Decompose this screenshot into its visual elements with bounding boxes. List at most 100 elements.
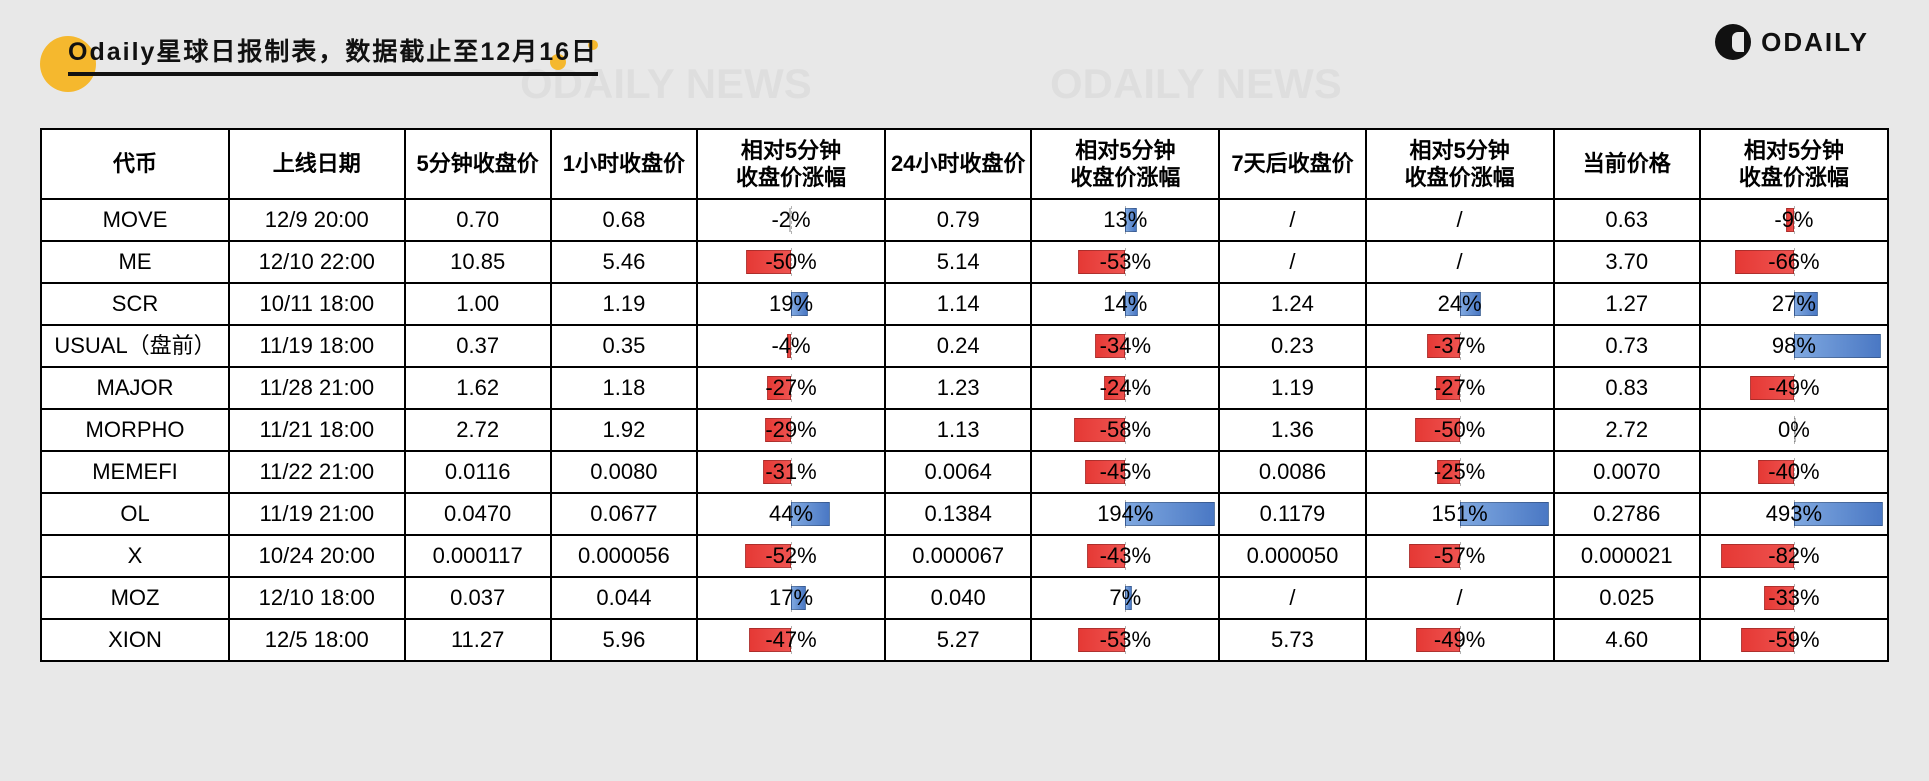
table-row: XION12/5 18:0011.275.96-47%5.27-53%5.73-… [41, 619, 1888, 661]
text-cell: 12/9 20:00 [229, 199, 405, 241]
num-cell: 1.62 [405, 367, 551, 409]
pct-cell: -27% [1366, 367, 1554, 409]
num-cell: 1.19 [551, 283, 697, 325]
pct-cell: -52% [697, 535, 885, 577]
num-cell: 5.27 [885, 619, 1031, 661]
pct-cell: / [1366, 241, 1554, 283]
text-cell: 11/22 21:00 [229, 451, 405, 493]
num-cell: 0.000021 [1554, 535, 1700, 577]
num-cell: 0.000067 [885, 535, 1031, 577]
pct-cell: -49% [1366, 619, 1554, 661]
pct-cell: -33% [1700, 577, 1888, 619]
pct-cell: 0% [1700, 409, 1888, 451]
column-header: 代币 [41, 129, 229, 199]
num-cell: 5.96 [551, 619, 697, 661]
num-cell: 1.18 [551, 367, 697, 409]
text-cell: ME [41, 241, 229, 283]
num-cell: 1.27 [1554, 283, 1700, 325]
pct-cell: 27% [1700, 283, 1888, 325]
text-cell: 10/24 20:00 [229, 535, 405, 577]
num-cell: 1.00 [405, 283, 551, 325]
num-cell: 0.0086 [1219, 451, 1365, 493]
text-cell: 12/5 18:00 [229, 619, 405, 661]
data-table-wrap: 代币上线日期5分钟收盘价1小时收盘价相对5分钟收盘价涨幅24小时收盘价相对5分钟… [40, 128, 1889, 662]
pct-cell: -59% [1700, 619, 1888, 661]
num-cell: 0.000050 [1219, 535, 1365, 577]
num-cell: 11.27 [405, 619, 551, 661]
num-cell: 0.040 [885, 577, 1031, 619]
pct-cell: 14% [1031, 283, 1219, 325]
pct-cell: -29% [697, 409, 885, 451]
num-cell: 4.60 [1554, 619, 1700, 661]
text-cell: 11/21 18:00 [229, 409, 405, 451]
num-cell: / [1219, 577, 1365, 619]
text-cell: 10/11 18:00 [229, 283, 405, 325]
pct-cell: -50% [697, 241, 885, 283]
watermark: ODAILY NEWS [1050, 60, 1342, 108]
pct-cell: -2% [697, 199, 885, 241]
num-cell: 0.0116 [405, 451, 551, 493]
pct-cell: -66% [1700, 241, 1888, 283]
num-cell: 5.14 [885, 241, 1031, 283]
num-cell: 0.68 [551, 199, 697, 241]
text-cell: MORPHO [41, 409, 229, 451]
page-header: Odaily星球日报制表，数据截止至12月16日 [40, 32, 598, 76]
column-header: 24小时收盘价 [885, 129, 1031, 199]
pct-cell: -50% [1366, 409, 1554, 451]
num-cell: 0.0470 [405, 493, 551, 535]
num-cell: 0.73 [1554, 325, 1700, 367]
text-cell: 11/19 18:00 [229, 325, 405, 367]
num-cell: 0.79 [885, 199, 1031, 241]
num-cell: 0.2786 [1554, 493, 1700, 535]
column-header: 1小时收盘价 [551, 129, 697, 199]
pct-cell: -9% [1700, 199, 1888, 241]
num-cell: 0.000056 [551, 535, 697, 577]
pct-cell: 493% [1700, 493, 1888, 535]
num-cell: 0.37 [405, 325, 551, 367]
pct-cell: 13% [1031, 199, 1219, 241]
pct-cell: -37% [1366, 325, 1554, 367]
brand-logo: ODAILY [1715, 24, 1869, 60]
num-cell: 1.36 [1219, 409, 1365, 451]
pct-cell: -53% [1031, 619, 1219, 661]
num-cell: 1.24 [1219, 283, 1365, 325]
pct-cell: 194% [1031, 493, 1219, 535]
column-header: 5分钟收盘价 [405, 129, 551, 199]
table-row: MOVE12/9 20:000.700.68-2%0.7913%//0.63-9… [41, 199, 1888, 241]
num-cell: 0.70 [405, 199, 551, 241]
num-cell: 0.025 [1554, 577, 1700, 619]
column-header: 相对5分钟收盘价涨幅 [697, 129, 885, 199]
column-header: 上线日期 [229, 129, 405, 199]
column-header: 相对5分钟收盘价涨幅 [1700, 129, 1888, 199]
text-cell: 11/19 21:00 [229, 493, 405, 535]
pct-cell: / [1366, 577, 1554, 619]
table-row: USUAL（盘前）11/19 18:000.370.35-4%0.24-34%0… [41, 325, 1888, 367]
num-cell: 0.0080 [551, 451, 697, 493]
table-row: MOZ12/10 18:000.0370.04417%0.0407%//0.02… [41, 577, 1888, 619]
text-cell: X [41, 535, 229, 577]
num-cell: 0.0064 [885, 451, 1031, 493]
table-row: ME12/10 22:0010.855.46-50%5.14-53%//3.70… [41, 241, 1888, 283]
pct-cell: 19% [697, 283, 885, 325]
page-title: Odaily星球日报制表，数据截止至12月16日 [68, 32, 598, 76]
table-row: MORPHO11/21 18:002.721.92-29%1.13-58%1.3… [41, 409, 1888, 451]
text-cell: MEMEFI [41, 451, 229, 493]
table-row: OL11/19 21:000.04700.067744%0.1384194%0.… [41, 493, 1888, 535]
num-cell: 0.23 [1219, 325, 1365, 367]
pct-cell: -49% [1700, 367, 1888, 409]
table-row: MAJOR11/28 21:001.621.18-27%1.23-24%1.19… [41, 367, 1888, 409]
num-cell: 1.23 [885, 367, 1031, 409]
pct-cell: 44% [697, 493, 885, 535]
table-header-row: 代币上线日期5分钟收盘价1小时收盘价相对5分钟收盘价涨幅24小时收盘价相对5分钟… [41, 129, 1888, 199]
text-cell: USUAL（盘前） [41, 325, 229, 367]
pct-cell: -31% [697, 451, 885, 493]
pct-cell: 17% [697, 577, 885, 619]
text-cell: MAJOR [41, 367, 229, 409]
text-cell: MOZ [41, 577, 229, 619]
num-cell: 3.70 [1554, 241, 1700, 283]
pct-cell: / [1366, 199, 1554, 241]
num-cell: 0.63 [1554, 199, 1700, 241]
text-cell: MOVE [41, 199, 229, 241]
table-row: X10/24 20:000.0001170.000056-52%0.000067… [41, 535, 1888, 577]
pct-cell: 151% [1366, 493, 1554, 535]
